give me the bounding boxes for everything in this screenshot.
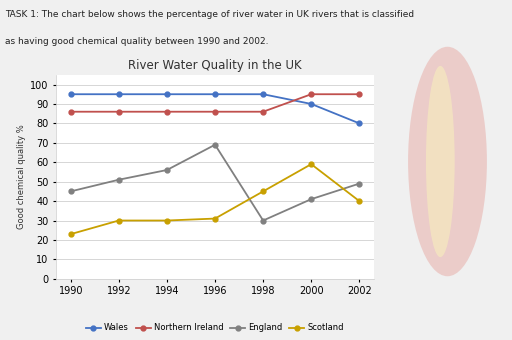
Legend: Wales, Northern Ireland, England, Scotland: Wales, Northern Ireland, England, Scotla… (82, 320, 348, 336)
England (356, 182, 362, 186)
Y-axis label: Good chemical quality %: Good chemical quality % (17, 124, 26, 229)
Northern Ireland (116, 110, 122, 114)
Wales (260, 92, 266, 96)
England (164, 168, 170, 172)
Wales (68, 92, 74, 96)
Scotland (164, 219, 170, 223)
Line: Wales: Wales (68, 92, 362, 126)
Northern Ireland (356, 92, 362, 96)
Text: TASK 1: The chart below shows the percentage of river water in UK rivers that is: TASK 1: The chart below shows the percen… (5, 10, 414, 19)
Line: England: England (68, 142, 362, 223)
England (308, 197, 314, 201)
England (260, 219, 266, 223)
England (116, 178, 122, 182)
Line: Scotland: Scotland (68, 162, 362, 237)
Wales (308, 102, 314, 106)
Title: River Water Quality in the UK: River Water Quality in the UK (128, 59, 302, 72)
Line: Northern Ireland: Northern Ireland (68, 92, 362, 114)
Ellipse shape (426, 66, 455, 257)
Northern Ireland (308, 92, 314, 96)
Northern Ireland (164, 110, 170, 114)
Scotland (116, 219, 122, 223)
Scotland (68, 232, 74, 236)
Wales (212, 92, 218, 96)
Scotland (356, 199, 362, 203)
Scotland (308, 162, 314, 166)
England (68, 189, 74, 193)
Northern Ireland (68, 110, 74, 114)
Wales (116, 92, 122, 96)
Scotland (260, 189, 266, 193)
Northern Ireland (260, 110, 266, 114)
Ellipse shape (408, 47, 487, 276)
England (212, 143, 218, 147)
Wales (356, 121, 362, 125)
Scotland (212, 217, 218, 221)
Northern Ireland (212, 110, 218, 114)
Wales (164, 92, 170, 96)
Text: as having good chemical quality between 1990 and 2002.: as having good chemical quality between … (5, 37, 269, 46)
